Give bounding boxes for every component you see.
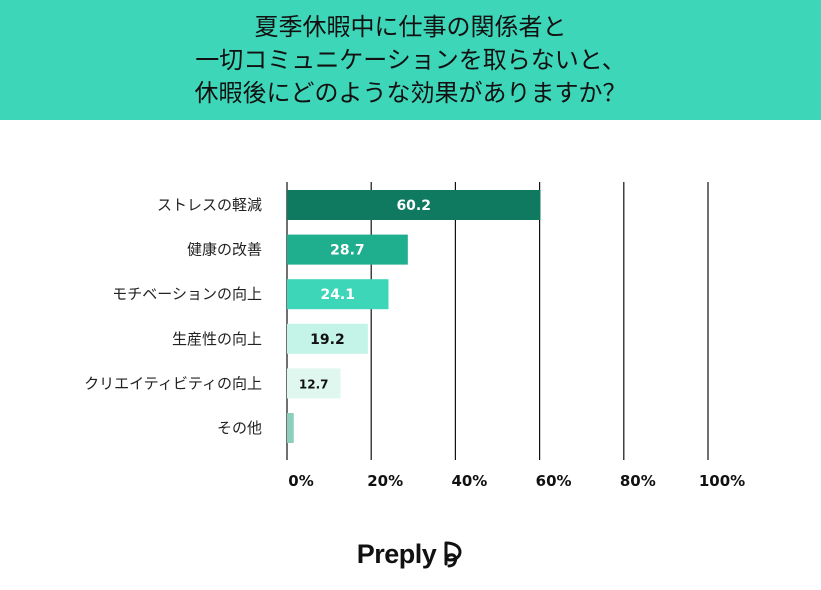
brand-name: Preply [356, 538, 437, 569]
category-label: その他 [217, 419, 262, 437]
title-banner: 夏季休暇中に仕事の関係者と 一切コミュニケーションを取らないと、 休暇後にどのよ… [0, 0, 821, 120]
category-label: クリエイティビティの向上 [84, 374, 262, 392]
data-label: 24.1 [320, 287, 355, 303]
bar [287, 234, 408, 265]
x-tick-label: 100% [699, 472, 745, 490]
bar-chart: 0% 20% 40% 60% 80% 100% ストレスの軽減 60.2 健康の改善 28.7 モチ… [84, 182, 745, 490]
title-line-2: 一切コミュニケーションを取らないと、 [195, 45, 626, 74]
category-label: モチベーションの向上 [112, 285, 262, 303]
x-tick-label: 60% [536, 472, 572, 490]
data-label: 28.7 [330, 243, 365, 259]
category-label: ストレスの軽減 [157, 196, 262, 214]
x-tick-label: 80% [620, 472, 656, 490]
data-label: 60.2 [396, 198, 431, 214]
data-label: 19.2 [310, 332, 345, 348]
title-line-1: 夏季休暇中に仕事の関係者と [254, 12, 567, 41]
bar [287, 279, 389, 310]
bar [287, 190, 541, 220]
brand-footer: Preply [0, 532, 821, 576]
x-tick-label: 20% [367, 472, 403, 490]
bar [287, 323, 368, 354]
bar [287, 413, 294, 443]
category-label: 生産性の向上 [172, 330, 262, 348]
data-label: 12.7 [299, 377, 329, 391]
bar [287, 368, 341, 399]
preply-heart-icon [444, 541, 462, 568]
x-tick-label: 0% [288, 472, 313, 490]
category-label: 健康の改善 [187, 241, 262, 259]
x-tick-label: 40% [451, 472, 487, 490]
title-line-3: 休暇後にどのような効果がありますか？ [194, 78, 627, 107]
